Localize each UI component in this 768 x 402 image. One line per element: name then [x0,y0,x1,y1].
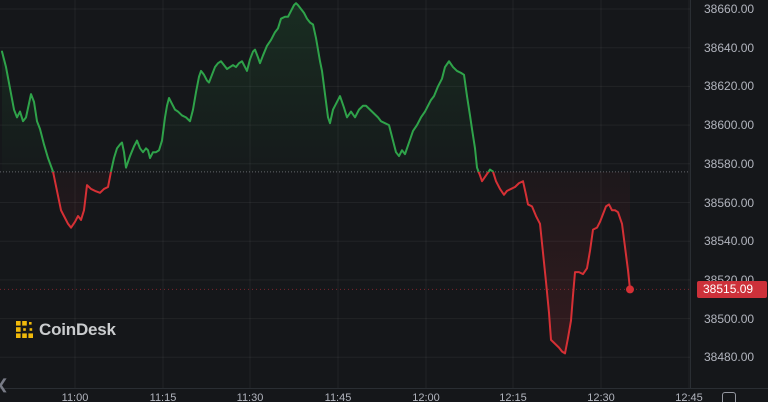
calendar-icon[interactable] [722,392,736,402]
price-axis-label: 38580.00 [704,156,755,171]
time-axis-label: 11:00 [61,392,89,402]
price-axis[interactable]: 38515.09 38660.00 38640.00 38620.00 38600.0… [690,0,768,388]
time-axis[interactable]: 11:00 11:15 11:30 11:45 12:00 12:15 12:30 12:45 [0,388,768,402]
price-axis-label: 38640.00 [704,40,755,55]
price-axis-label: 38480.00 [704,350,755,365]
time-axis-label: 12:15 [499,392,527,402]
price-axis-label: 38600.00 [704,118,755,133]
area-fill-down [2,171,630,354]
price-axis-label: 38620.00 [704,79,755,94]
coindesk-watermark: CoinDesk [16,320,116,340]
price-axis-label: 38660.00 [704,2,755,16]
watermark-text: CoinDesk [39,320,116,339]
time-axis-label: 11:30 [236,392,264,402]
time-axis-label: 12:30 [587,392,615,402]
area-fill-up [2,3,494,172]
coindesk-logo-icon [16,321,33,338]
series-end-dot [626,285,634,294]
price-line-up [1,2,495,172]
time-axis-label: 12:00 [412,392,440,402]
chevron-left-icon[interactable]: ❮ [0,376,9,393]
price-axis-label: 38500.00 [704,311,755,326]
time-axis-label: 11:45 [324,392,352,402]
time-axis-label: 11:15 [149,392,177,402]
price-axis-label: 38540.00 [704,234,755,249]
price-axis-label: 38560.00 [704,195,755,210]
last-price-label: 38515.09 [697,280,767,298]
time-axis-label: 12:45 [675,392,703,402]
price-line-down [52,171,631,355]
